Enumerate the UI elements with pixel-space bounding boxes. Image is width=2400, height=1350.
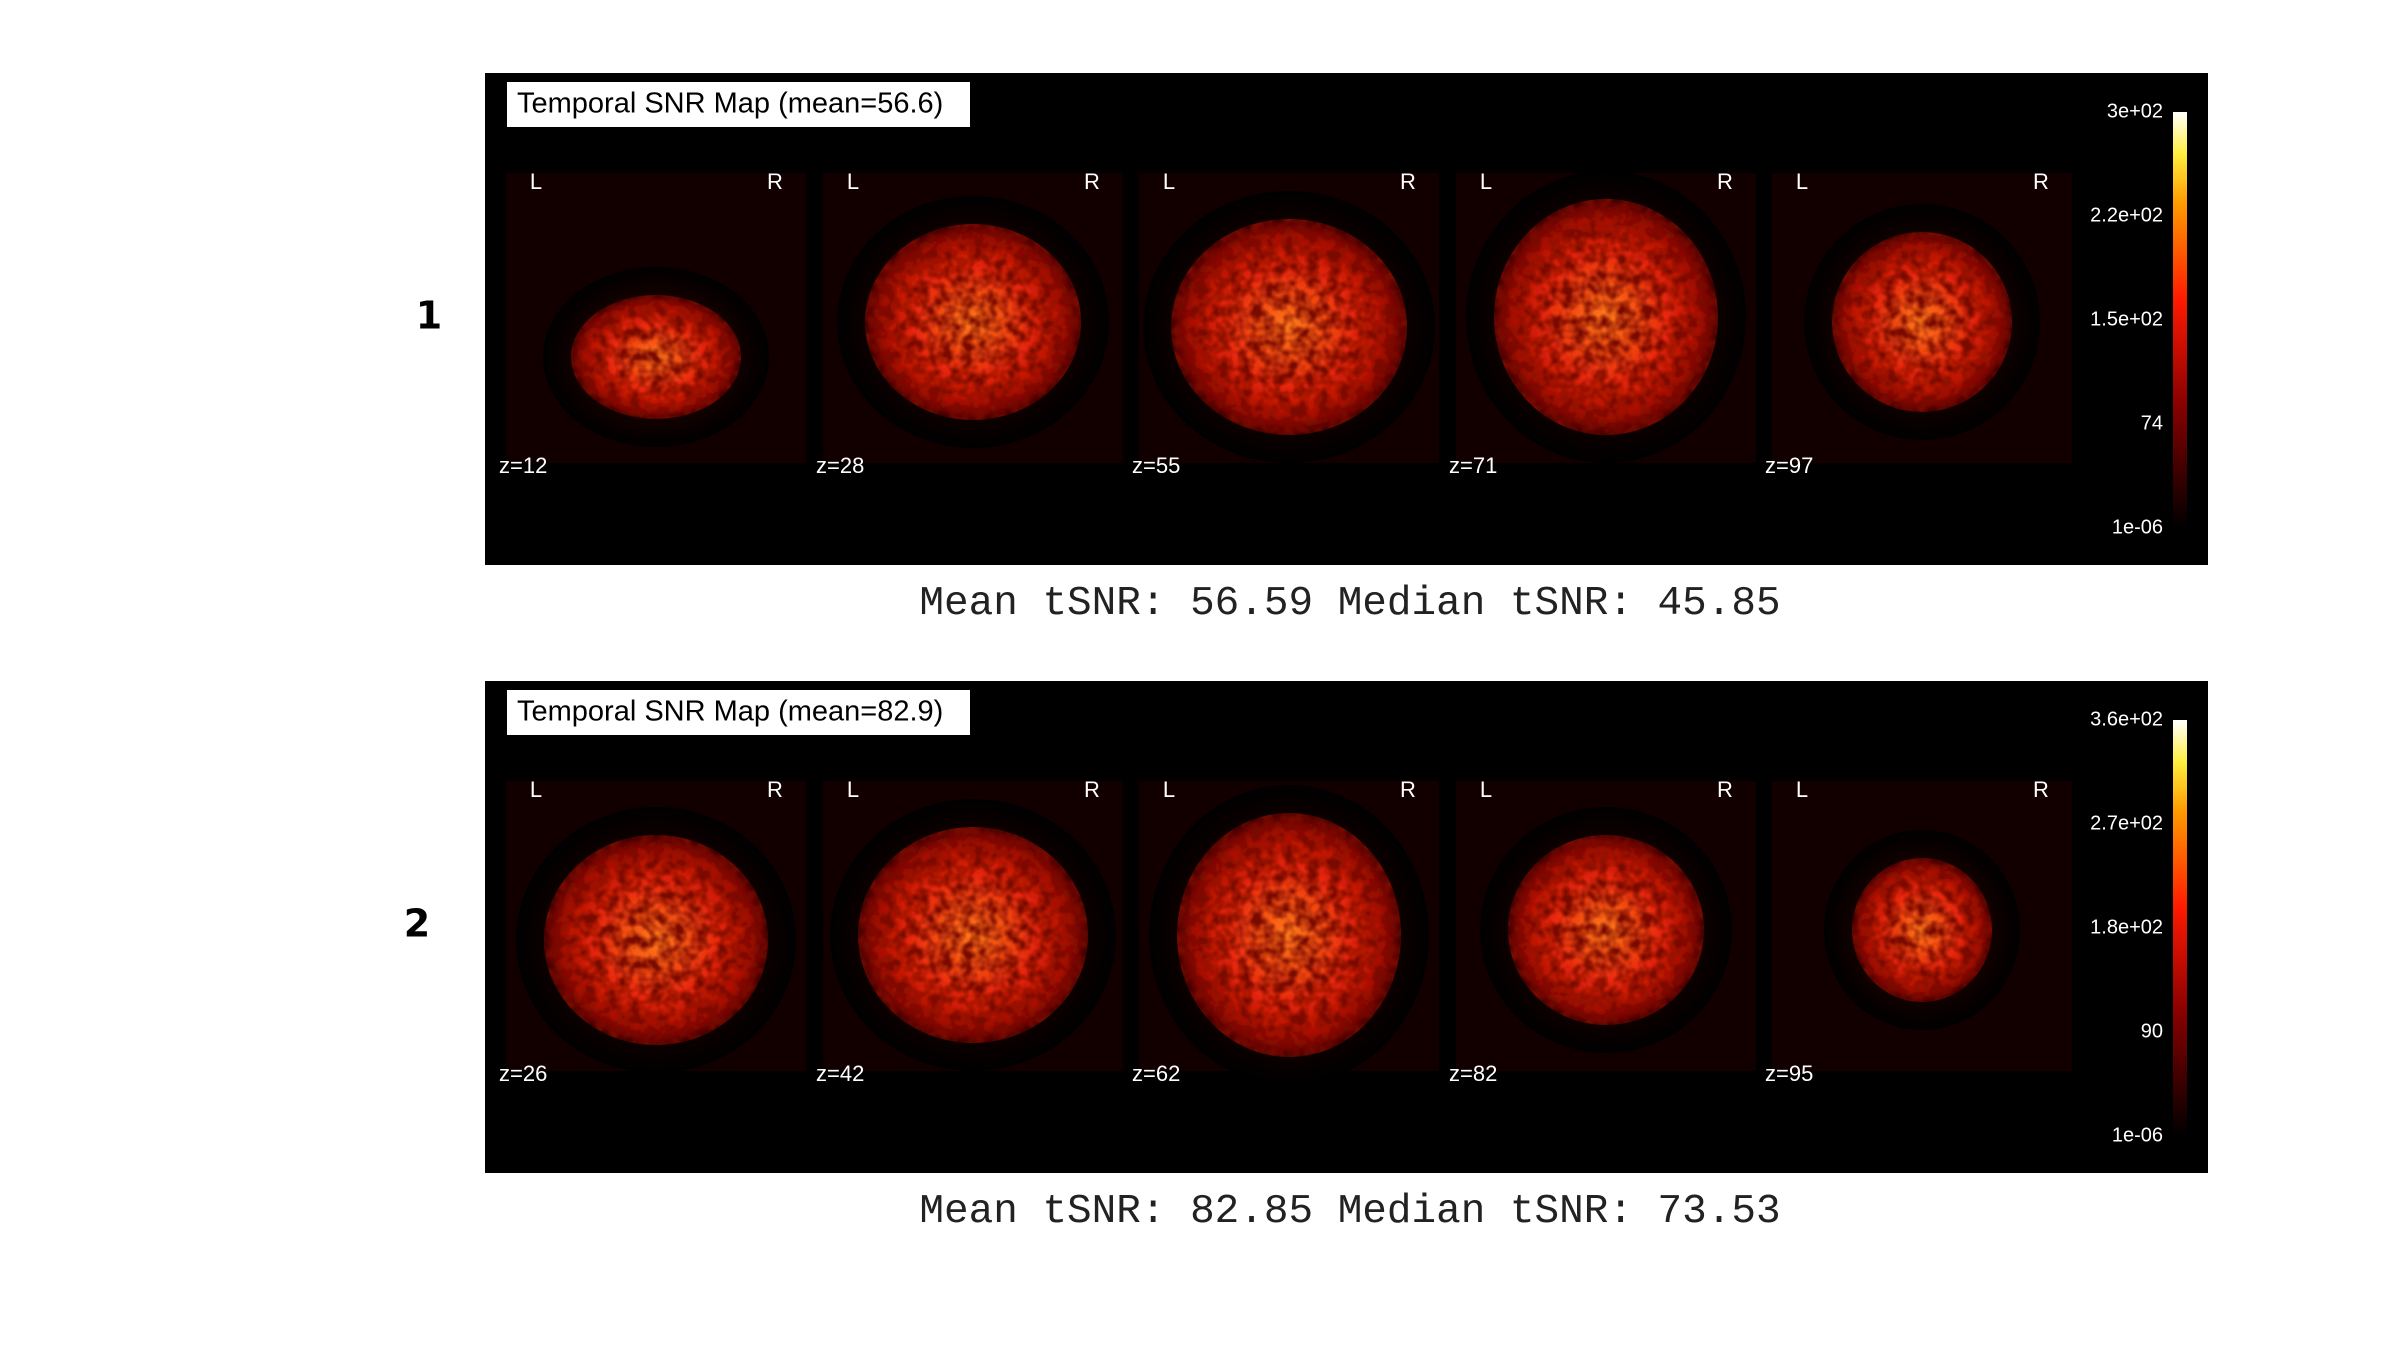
orientation-right: R bbox=[767, 169, 783, 194]
brain-slice: L Rz=62 bbox=[1132, 777, 1439, 1086]
brain-slice: L Rz=95 bbox=[1765, 777, 2072, 1086]
orientation-left: L bbox=[847, 777, 859, 802]
brain-slice: L Rz=12 bbox=[499, 169, 806, 478]
orientation-right: R bbox=[1084, 777, 1100, 802]
colorbar-tick-label: 2.2e+02 bbox=[2090, 204, 2163, 226]
brain-texture bbox=[1494, 199, 1718, 435]
slice-z-label: z=55 bbox=[1132, 453, 1180, 478]
orientation-left: L bbox=[1796, 777, 1808, 802]
brain-slice: L Rz=55 bbox=[1132, 169, 1439, 478]
slice-z-label: z=82 bbox=[1449, 1061, 1497, 1086]
slice-z-label: z=71 bbox=[1449, 453, 1497, 478]
brain-texture bbox=[1177, 813, 1401, 1057]
slice-z-label: z=42 bbox=[816, 1061, 864, 1086]
brain-texture bbox=[1852, 858, 1992, 1002]
panel-number: 1 bbox=[416, 294, 442, 338]
slice-z-label: z=95 bbox=[1765, 1061, 1813, 1086]
orientation-right: R bbox=[1717, 169, 1733, 194]
orientation-left: L bbox=[1480, 169, 1492, 194]
orientation-left: L bbox=[1163, 777, 1175, 802]
brain-texture bbox=[1171, 219, 1407, 435]
brain-slice: L Rz=71 bbox=[1449, 169, 1756, 478]
colorbar-tick-label: 1e-06 bbox=[2112, 1124, 2163, 1146]
brain-slice: L Rz=82 bbox=[1449, 777, 1756, 1086]
orientation-left: L bbox=[530, 169, 542, 194]
colorbar-tick-label: 1.5e+02 bbox=[2090, 308, 2163, 330]
brain-slice: L Rz=26 bbox=[499, 777, 806, 1086]
slice-z-label: z=12 bbox=[499, 453, 547, 478]
brain-texture bbox=[1508, 835, 1704, 1025]
orientation-left: L bbox=[1480, 777, 1492, 802]
panel-number: 2 bbox=[404, 902, 430, 946]
slice-z-label: z=97 bbox=[1765, 453, 1813, 478]
colorbar bbox=[2173, 112, 2187, 528]
orientation-right: R bbox=[2033, 169, 2049, 194]
panel-title: Temporal SNR Map (mean=82.9) bbox=[517, 696, 943, 728]
orientation-left: L bbox=[530, 777, 542, 802]
orientation-right: R bbox=[1400, 777, 1416, 802]
title-box bbox=[507, 82, 970, 127]
colorbar-tick-label: 1e-06 bbox=[2112, 516, 2163, 538]
brain-slice: L Rz=97 bbox=[1765, 169, 2072, 478]
slice-z-label: z=28 bbox=[816, 453, 864, 478]
colorbar-tick-label: 2.7e+02 bbox=[2090, 812, 2163, 834]
tsnr-caption: Mean tSNR: 56.59 Median tSNR: 45.85 bbox=[919, 581, 1780, 627]
colorbar-tick-label: 74 bbox=[2141, 412, 2163, 434]
tsnr-panel: L Rz=26 L Rz=42 L Rz=62 L Rz=82 L Rz=95 Temporal S… bbox=[485, 681, 2208, 1173]
slice-z-label: z=26 bbox=[499, 1061, 547, 1086]
tsnr-caption: Mean tSNR: 82.85 Median tSNR: 73.53 bbox=[919, 1189, 1780, 1235]
colorbar bbox=[2173, 720, 2187, 1136]
brain-texture bbox=[858, 827, 1088, 1043]
orientation-right: R bbox=[767, 777, 783, 802]
tsnr-panel: L Rz=12 L Rz=28 L Rz=55 L Rz=71 L Rz=97 Temporal S… bbox=[485, 73, 2208, 565]
orientation-left: L bbox=[1163, 169, 1175, 194]
brain-texture bbox=[865, 224, 1081, 420]
colorbar-tick-label: 3e+02 bbox=[2107, 100, 2163, 122]
orientation-left: L bbox=[1796, 169, 1808, 194]
orientation-right: R bbox=[2033, 777, 2049, 802]
colorbar-tick-label: 3.6e+02 bbox=[2090, 708, 2163, 730]
brain-texture bbox=[1832, 232, 2012, 412]
panel-title: Temporal SNR Map (mean=56.6) bbox=[517, 88, 943, 120]
orientation-left: L bbox=[847, 169, 859, 194]
orientation-right: R bbox=[1084, 169, 1100, 194]
colorbar-tick-label: 1.8e+02 bbox=[2090, 916, 2163, 938]
title-box bbox=[507, 690, 970, 735]
brain-slice: L Rz=42 bbox=[816, 777, 1123, 1086]
orientation-right: R bbox=[1400, 169, 1416, 194]
colorbar-tick-label: 90 bbox=[2141, 1020, 2163, 1042]
slice-z-label: z=62 bbox=[1132, 1061, 1180, 1086]
brain-texture bbox=[544, 835, 768, 1045]
brain-slice: L Rz=28 bbox=[816, 169, 1123, 478]
orientation-right: R bbox=[1717, 777, 1733, 802]
brain-texture bbox=[571, 295, 741, 419]
